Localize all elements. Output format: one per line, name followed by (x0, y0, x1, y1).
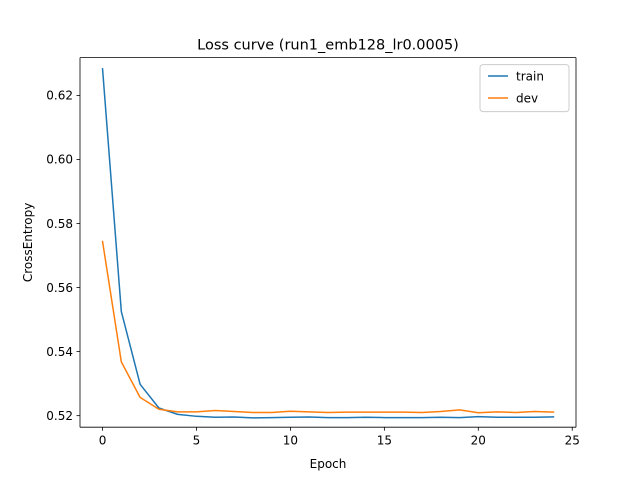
y-tick-label: 0.54 (46, 345, 73, 359)
y-axis-label: CrossEntropy (21, 203, 35, 283)
series-lines (101, 68, 555, 419)
x-tick-label: 5 (193, 434, 201, 448)
series-line-train (101, 68, 555, 419)
x-tick-label: 15 (377, 434, 392, 448)
x-tick-label: 10 (283, 434, 298, 448)
x-axis-label: Epoch (310, 457, 347, 471)
legend: train dev (479, 64, 570, 113)
y-tick-label: 0.62 (46, 89, 73, 103)
legend-label-train: train (516, 69, 544, 83)
y-tick-label: 0.60 (46, 153, 73, 167)
chart-title: Loss curve (run1_emb128_lr0.0005) (197, 38, 459, 54)
series-line-dev (101, 240, 555, 414)
y-tick-label: 0.52 (46, 409, 73, 423)
x-tick-label: 0 (99, 434, 107, 448)
y-tick-label: 0.56 (46, 281, 73, 295)
axes-frame (79, 57, 577, 428)
x-tick-label: 20 (471, 434, 486, 448)
axis-ticks: 0 5 10 15 20 25 0.52 0.54 0.56 0.58 0.60 0.62 (46, 89, 580, 448)
legend-label-dev: dev (516, 91, 538, 105)
x-tick-label: 25 (565, 434, 580, 448)
plot-area (80, 57, 576, 428)
y-tick-label: 0.58 (46, 217, 73, 231)
